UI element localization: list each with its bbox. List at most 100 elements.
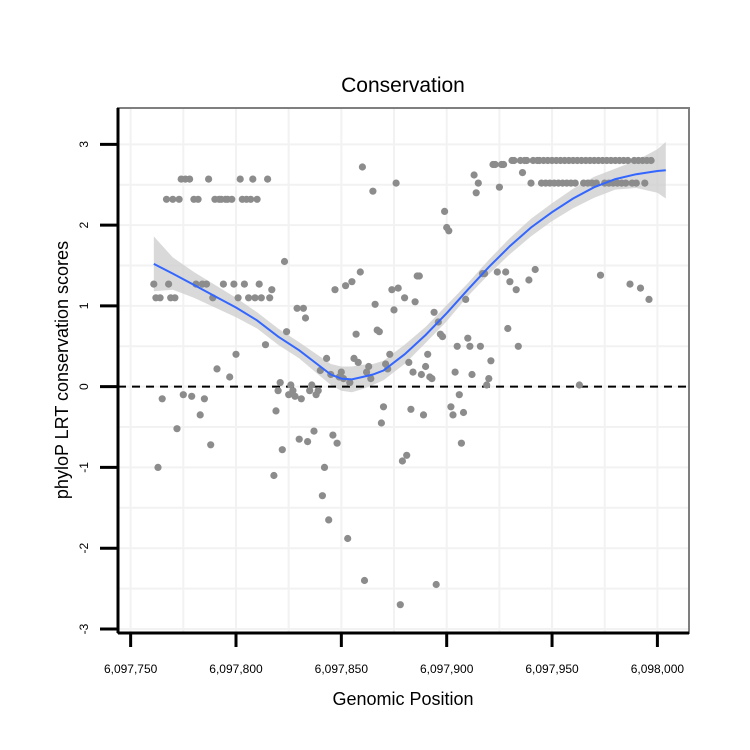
- y-tick-label: 0: [77, 383, 91, 390]
- x-tick-label: 6,098,000: [631, 662, 685, 676]
- data-point: [438, 333, 447, 341]
- data-point: [318, 492, 326, 500]
- data-point: [424, 350, 432, 358]
- data-point: [354, 358, 362, 366]
- data-point: [274, 387, 282, 395]
- data-point: [280, 257, 289, 266]
- data-point: [531, 265, 539, 274]
- data-point: [417, 370, 425, 379]
- data-point: [156, 294, 164, 302]
- data-point: [506, 278, 514, 286]
- data-point: [422, 362, 430, 371]
- y-ticks: -3 -2 -1 0 1 2 3: [77, 141, 118, 634]
- data-point: [251, 294, 259, 302]
- data-point: [510, 156, 518, 165]
- data-point: [169, 195, 177, 203]
- data-point: [514, 342, 522, 350]
- data-point: [428, 375, 436, 383]
- data-point: [575, 381, 584, 389]
- x-tick-label: 6,097,850: [315, 662, 369, 676]
- data-point: [390, 306, 398, 314]
- data-point: [394, 284, 402, 292]
- data-point: [304, 438, 312, 446]
- data-point: [247, 195, 255, 203]
- data-point: [493, 268, 501, 276]
- data-point: [333, 439, 341, 447]
- data-point: [392, 179, 400, 187]
- data-point: [230, 280, 238, 288]
- y-tick-label: 1: [77, 302, 91, 309]
- data-point: [415, 272, 423, 280]
- data-point: [283, 328, 291, 336]
- data-point: [363, 368, 371, 376]
- data-point: [299, 304, 307, 312]
- data-point: [272, 407, 280, 415]
- data-point: [308, 381, 316, 389]
- data-point: [468, 370, 476, 379]
- data-point: [266, 294, 274, 302]
- data-point: [352, 330, 360, 338]
- y-axis-label: phyloP LRT conservation scores: [52, 241, 72, 499]
- data-point: [249, 175, 257, 183]
- data-point: [636, 284, 645, 292]
- data-point: [571, 179, 579, 187]
- data-point: [481, 270, 489, 278]
- data-point: [396, 601, 404, 609]
- data-point: [403, 451, 411, 459]
- data-point: [232, 350, 240, 358]
- data-point: [518, 169, 527, 177]
- data-point: [624, 156, 632, 165]
- data-point: [487, 357, 495, 365]
- data-point: [270, 471, 278, 480]
- data-point: [523, 156, 531, 165]
- data-point: [459, 408, 468, 417]
- data-point: [310, 427, 318, 435]
- x-tick-label: 6,097,750: [104, 662, 158, 676]
- data-point: [476, 342, 484, 350]
- confidence-band: [153, 141, 666, 393]
- data-point: [268, 286, 276, 294]
- data-point: [301, 314, 310, 322]
- chart-title: Conservation: [341, 74, 465, 97]
- data-point: [596, 271, 605, 279]
- data-point: [278, 446, 286, 454]
- data-point: [175, 195, 183, 203]
- data-point: [154, 463, 162, 471]
- y-tick-label: 2: [77, 221, 91, 228]
- data-point: [348, 278, 356, 286]
- data-point: [344, 534, 352, 543]
- data-point: [360, 576, 369, 585]
- data-point: [297, 395, 305, 403]
- data-point: [466, 342, 474, 350]
- data-point: [388, 286, 396, 294]
- x-tick-label: 6,097,900: [420, 662, 474, 676]
- data-point: [331, 286, 339, 294]
- data-point: [291, 392, 299, 400]
- data-point: [196, 411, 204, 419]
- plot-area: [117, 107, 690, 634]
- data-point: [379, 403, 388, 411]
- data-point: [377, 419, 385, 427]
- data-points: [150, 156, 655, 609]
- data-point: [264, 175, 272, 183]
- data-point: [337, 368, 345, 376]
- data-point: [165, 280, 173, 288]
- data-point: [342, 282, 350, 290]
- data-point: [194, 195, 202, 203]
- data-point: [462, 295, 470, 303]
- data-point: [228, 195, 236, 203]
- data-point: [287, 381, 295, 389]
- data-point: [405, 358, 413, 366]
- data-point: [449, 411, 457, 419]
- y-tick-label: -3: [77, 623, 91, 634]
- data-point: [234, 294, 242, 302]
- data-point: [457, 439, 465, 447]
- data-point: [236, 175, 244, 183]
- data-point: [375, 328, 383, 336]
- data-point: [162, 195, 171, 203]
- data-point: [186, 175, 194, 183]
- data-point: [188, 392, 196, 400]
- data-point: [314, 387, 322, 395]
- data-point: [213, 365, 221, 373]
- data-point: [255, 280, 263, 288]
